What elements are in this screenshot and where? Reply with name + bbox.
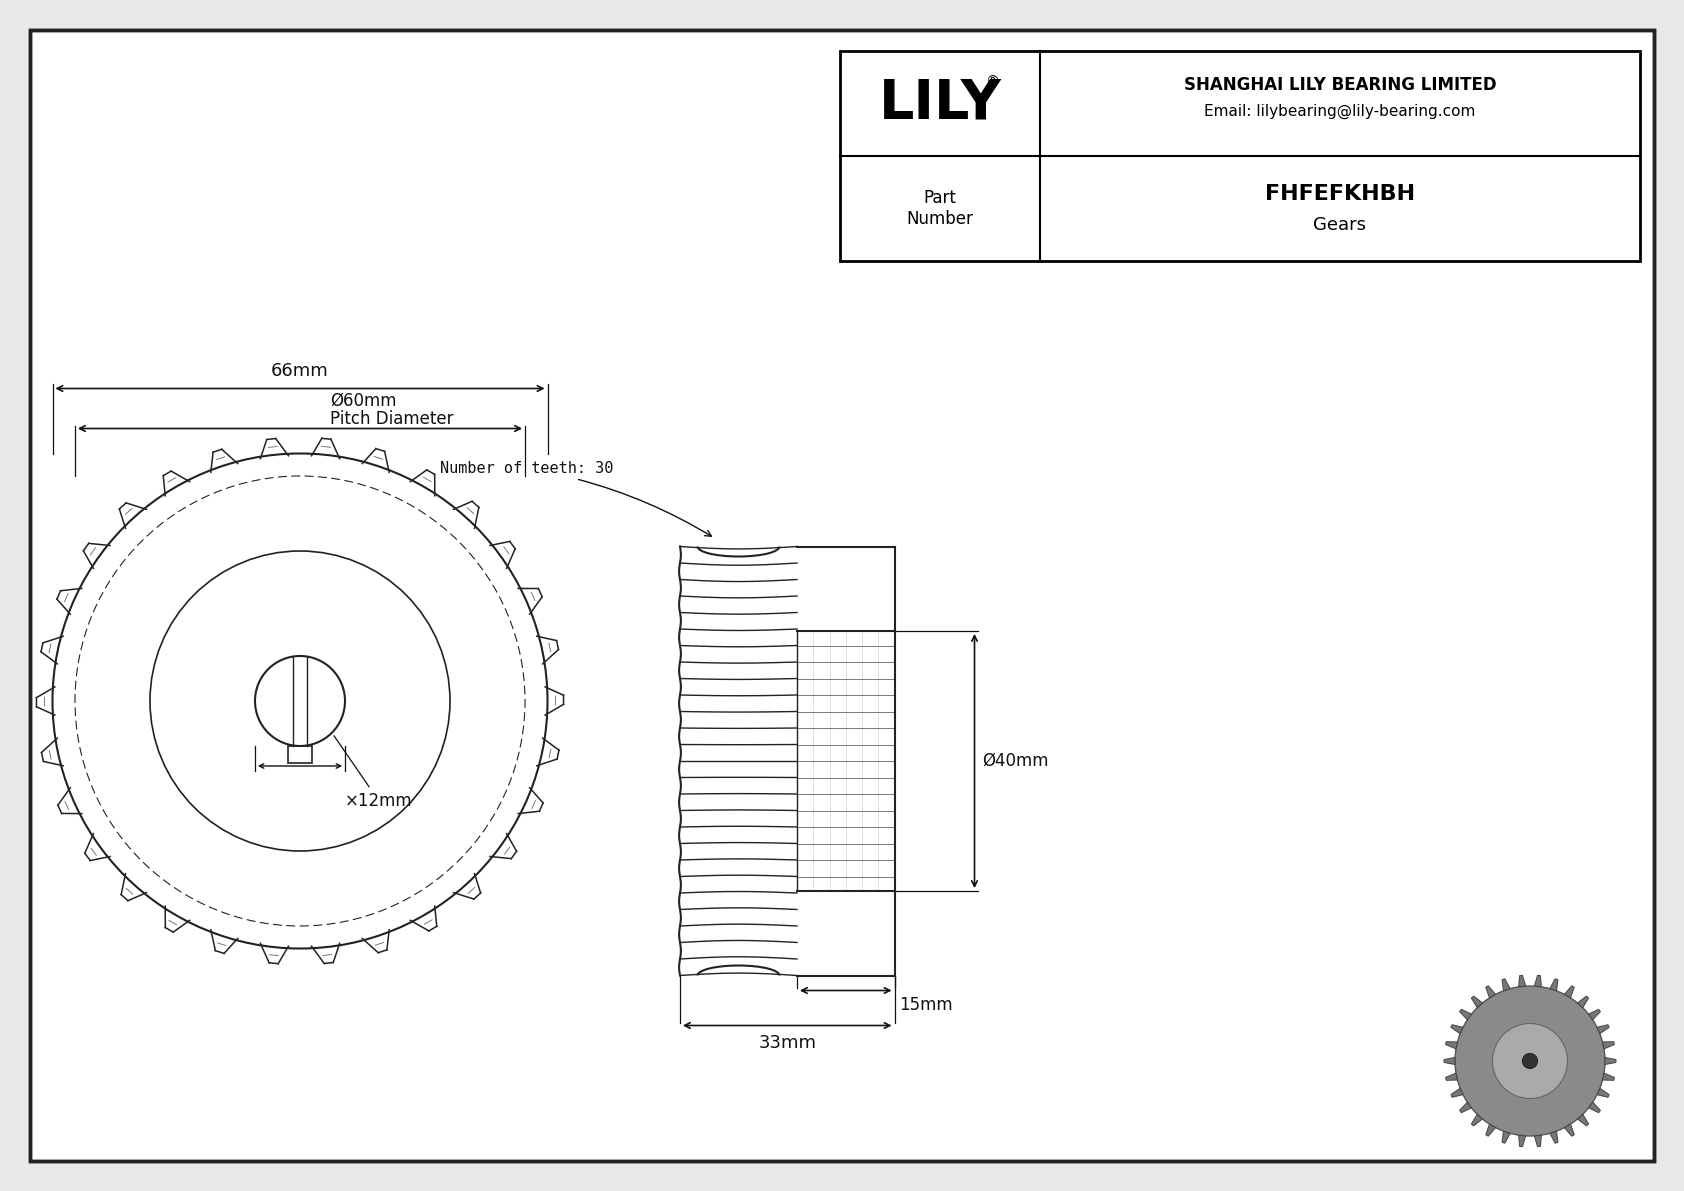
Text: Ø40mm: Ø40mm: [982, 752, 1049, 771]
Polygon shape: [1549, 1131, 1558, 1143]
Polygon shape: [1519, 975, 1526, 987]
Polygon shape: [1596, 1089, 1610, 1097]
Polygon shape: [1485, 986, 1495, 998]
Polygon shape: [1578, 1115, 1588, 1125]
Text: 15mm: 15mm: [899, 996, 953, 1014]
Polygon shape: [1485, 1124, 1495, 1136]
Polygon shape: [1549, 979, 1558, 991]
Polygon shape: [1452, 1024, 1463, 1034]
Polygon shape: [1445, 1073, 1457, 1080]
Polygon shape: [1564, 1124, 1575, 1136]
Text: 33mm: 33mm: [758, 1034, 817, 1052]
Circle shape: [1492, 1023, 1568, 1098]
Polygon shape: [1596, 1024, 1610, 1034]
Polygon shape: [1578, 996, 1588, 1008]
Text: Ø60mm: Ø60mm: [330, 392, 396, 410]
Polygon shape: [1519, 1135, 1526, 1147]
Polygon shape: [1534, 975, 1541, 987]
Bar: [840, 51, 1640, 261]
Polygon shape: [1443, 1058, 1455, 1065]
Polygon shape: [1452, 1089, 1463, 1097]
Polygon shape: [1472, 996, 1482, 1008]
Polygon shape: [1502, 979, 1511, 991]
Text: 66mm: 66mm: [271, 362, 328, 380]
Text: Pitch Diameter: Pitch Diameter: [330, 410, 453, 428]
Text: Gears: Gears: [1314, 216, 1366, 233]
Polygon shape: [1588, 1009, 1600, 1019]
Polygon shape: [1445, 1042, 1457, 1049]
Bar: [288, 746, 312, 763]
Polygon shape: [1502, 1131, 1511, 1143]
Polygon shape: [1588, 1102, 1600, 1112]
Polygon shape: [1605, 1058, 1617, 1065]
Polygon shape: [1460, 1102, 1472, 1112]
Polygon shape: [1603, 1073, 1615, 1080]
Text: ®: ®: [985, 75, 999, 88]
Circle shape: [1455, 986, 1605, 1136]
Text: Email: lilybearing@lily-bearing.com: Email: lilybearing@lily-bearing.com: [1204, 104, 1475, 119]
Text: FHFEFKHBH: FHFEFKHBH: [1265, 185, 1415, 205]
Polygon shape: [1564, 986, 1575, 998]
Polygon shape: [1460, 1009, 1472, 1019]
Text: SHANGHAI LILY BEARING LIMITED: SHANGHAI LILY BEARING LIMITED: [1184, 76, 1497, 94]
Text: Part
Number: Part Number: [906, 189, 973, 227]
Polygon shape: [1472, 1115, 1482, 1125]
Text: ×12mm: ×12mm: [333, 736, 413, 810]
Text: Number of teeth: 30: Number of teeth: 30: [440, 461, 711, 536]
Text: LILY: LILY: [879, 76, 1002, 131]
Circle shape: [1522, 1054, 1537, 1068]
Polygon shape: [1603, 1042, 1615, 1049]
Polygon shape: [1534, 1135, 1541, 1147]
